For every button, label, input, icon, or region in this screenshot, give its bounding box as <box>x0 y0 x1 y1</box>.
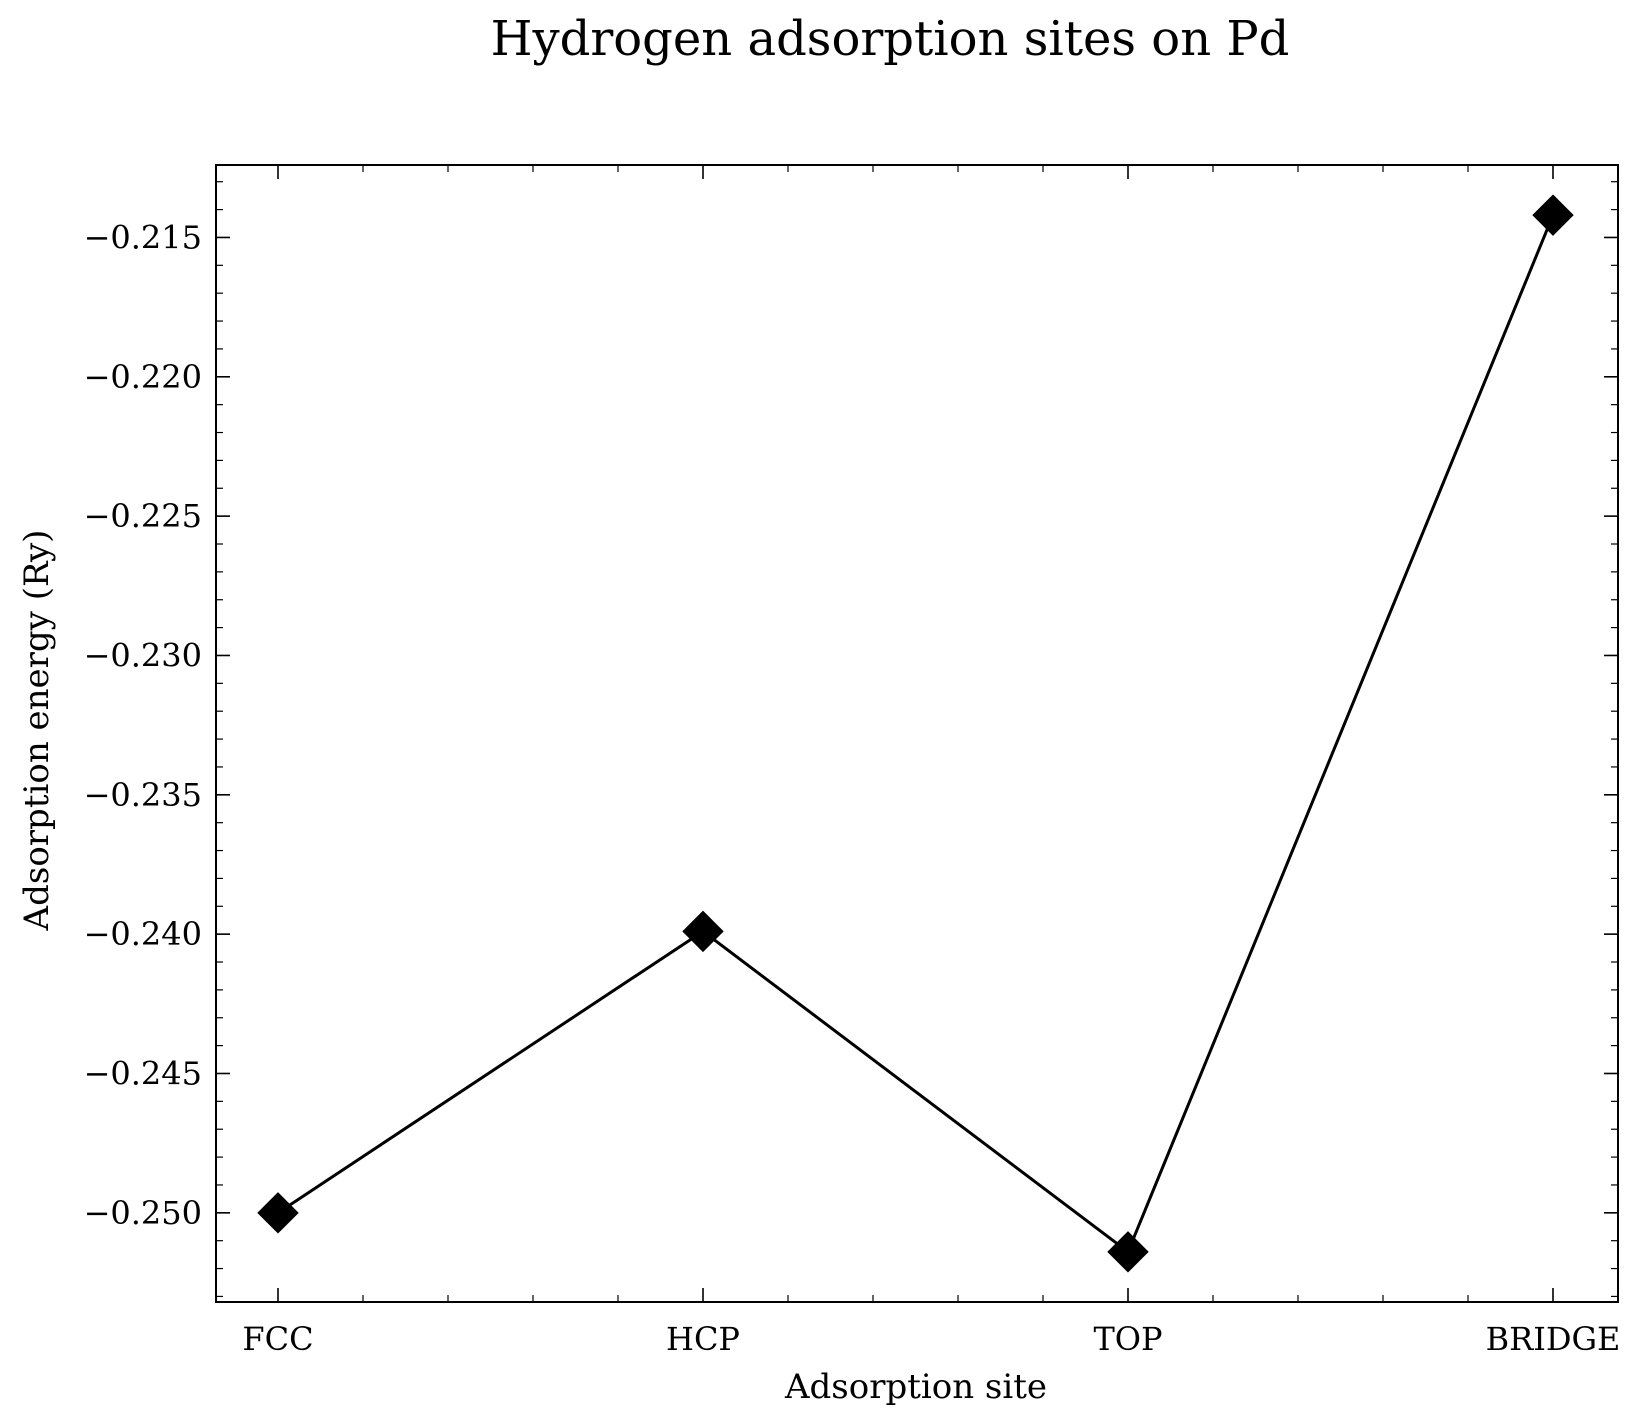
y-tick-label: −0.235 <box>84 776 202 814</box>
y-tick-label: −0.220 <box>84 358 202 396</box>
y-tick-label: −0.230 <box>84 636 202 674</box>
x-axis-label: Adsorption site <box>784 1367 1047 1407</box>
data-point-marker <box>682 910 724 953</box>
y-axis-label: Adsorption energy (Ry) <box>17 530 57 932</box>
x-tick-label: BRIDGE <box>1486 1320 1621 1358</box>
y-tick-label: −0.225 <box>84 497 202 535</box>
data-point-marker <box>257 1192 299 1234</box>
ticks-layer <box>216 165 1618 1302</box>
plot-frame <box>215 164 1619 1303</box>
x-tick-label: FCC <box>242 1320 313 1358</box>
x-tick-label: TOP <box>1093 1320 1162 1358</box>
data-layer <box>257 194 1574 1273</box>
y-tick-label: −0.250 <box>84 1194 202 1232</box>
chart-title: Hydrogen adsorption sites on Pd <box>491 11 1290 67</box>
data-point-marker <box>1532 194 1574 236</box>
data-point-marker <box>1107 1231 1149 1273</box>
y-tick-label: −0.240 <box>84 915 202 953</box>
x-tick-label: HCP <box>666 1320 740 1358</box>
y-tick-label: −0.215 <box>84 218 202 256</box>
y-tick-label: −0.245 <box>84 1054 202 1092</box>
labels-layer: FCC HCP TOP BRIDGE −0.215 −0.220 −0.225 −0.230 −… <box>84 218 1621 1358</box>
series-line <box>277 214 1555 1254</box>
